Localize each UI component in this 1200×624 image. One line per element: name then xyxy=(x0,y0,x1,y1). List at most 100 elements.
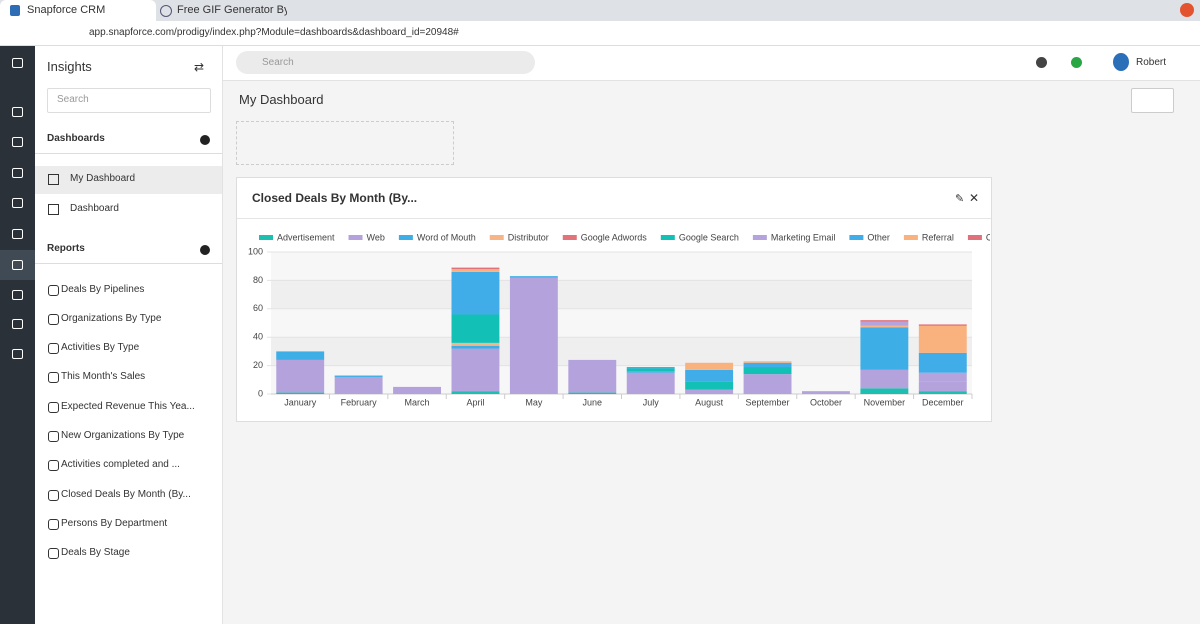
add-dashboard[interactable] xyxy=(200,135,210,145)
report-link[interactable]: Activities completed and ... xyxy=(61,459,180,471)
divider xyxy=(35,153,222,154)
bar-segment xyxy=(334,376,383,394)
legend-swatch xyxy=(660,235,675,240)
bar-segment xyxy=(276,351,325,360)
bar-segment xyxy=(860,388,909,394)
legend-label: Distributor xyxy=(508,232,549,242)
tab-bar xyxy=(0,0,1200,21)
bar-segment xyxy=(743,374,792,394)
add-report[interactable] xyxy=(200,245,210,255)
report-icon xyxy=(48,518,59,530)
nav-icon[interactable] xyxy=(12,198,23,208)
nav-icon[interactable] xyxy=(12,107,23,117)
legend-swatch xyxy=(752,235,767,240)
bar-segment xyxy=(685,362,734,370)
legend-label: Google Search xyxy=(679,232,739,242)
x-tick-label: June xyxy=(583,397,603,407)
nav-icon[interactable] xyxy=(12,290,23,300)
bar-segment xyxy=(334,375,383,377)
url[interactable]: app.snapforce.com/prodigy/index.php?Modu… xyxy=(89,27,459,38)
y-tick-label: 0 xyxy=(258,388,263,398)
report-icon xyxy=(48,313,59,325)
report-link[interactable]: Activities By Type xyxy=(61,342,140,354)
report-link[interactable]: Persons By Department xyxy=(61,517,168,529)
sidebar-search[interactable] xyxy=(47,88,211,113)
nav-icon[interactable] xyxy=(12,137,23,147)
bar-segment xyxy=(626,367,675,369)
bar-segment xyxy=(393,386,441,394)
report-link[interactable]: This Month's Sales xyxy=(61,371,146,383)
help-icon[interactable] xyxy=(1036,57,1047,68)
grid-band xyxy=(271,252,972,281)
drop-zone xyxy=(236,121,454,165)
legend-swatch xyxy=(967,235,982,240)
close-window[interactable] xyxy=(1180,3,1194,17)
report-link[interactable]: Deals By Stage xyxy=(61,547,130,559)
grid-band xyxy=(271,337,972,366)
nav-icon[interactable] xyxy=(12,168,23,178)
dashboard-link[interactable]: My Dashboard xyxy=(70,173,136,184)
report-link[interactable]: Expected Revenue This Yea... xyxy=(61,400,195,412)
global-search[interactable] xyxy=(236,51,535,74)
report-link[interactable]: New Organizations By Type xyxy=(61,430,185,441)
settings-button[interactable] xyxy=(1131,88,1174,113)
report-icon xyxy=(48,343,59,355)
bar-segment xyxy=(743,367,792,375)
legend-swatch xyxy=(562,235,577,240)
tab[interactable] xyxy=(0,0,156,21)
legend-swatch xyxy=(398,235,413,240)
bar-segment xyxy=(626,368,675,372)
nav-icon[interactable] xyxy=(12,349,23,359)
bar-segment xyxy=(918,325,967,353)
bar-segment xyxy=(451,342,500,346)
nav-icon[interactable] xyxy=(12,319,23,329)
x-tick-label: March xyxy=(405,397,430,407)
bar-segment xyxy=(451,267,500,270)
user-name[interactable]: Robert xyxy=(1136,57,1167,68)
x-tick-label: May xyxy=(525,397,543,407)
legend-label: Word of Mouth xyxy=(417,232,476,242)
bar-segment xyxy=(626,372,675,394)
x-tick-label: August xyxy=(695,397,724,407)
add-icon[interactable] xyxy=(1071,57,1082,68)
x-tick-label: January xyxy=(284,397,317,407)
dashboard-link[interactable]: Dashboard xyxy=(70,203,119,214)
legend-label: Google Adwords xyxy=(581,232,648,242)
tab-title[interactable]: Snapforce CRM xyxy=(27,4,106,16)
close-icon[interactable]: ✕ xyxy=(969,191,980,205)
tab-icon xyxy=(160,5,172,17)
tab-icon xyxy=(10,5,20,16)
nav-icon[interactable] xyxy=(12,260,23,270)
nav-icon[interactable] xyxy=(12,58,23,68)
bar-segment xyxy=(743,362,792,368)
bar-segment xyxy=(509,276,558,278)
bar-segment xyxy=(568,392,617,394)
report-icon xyxy=(48,401,59,413)
bar-segment xyxy=(685,389,734,394)
nav-icon[interactable] xyxy=(12,229,23,239)
y-tick-label: 40 xyxy=(253,332,263,342)
bar-segment xyxy=(918,381,967,392)
nav-active xyxy=(0,250,35,280)
bar-segment xyxy=(918,391,967,394)
report-link[interactable]: Closed Deals By Month (By... xyxy=(61,488,191,500)
report-icon xyxy=(48,460,59,472)
swap-icon[interactable]: ⇄ xyxy=(194,60,205,74)
bar-segment xyxy=(918,352,967,373)
avatar[interactable] xyxy=(1113,53,1129,71)
divider xyxy=(35,263,222,264)
bar-segment xyxy=(685,381,734,390)
x-tick-label: July xyxy=(643,397,660,407)
legend-swatch xyxy=(903,235,918,240)
x-tick-label: September xyxy=(746,397,790,407)
y-tick-label: 80 xyxy=(253,275,263,285)
report-link[interactable]: Deals By Pipelines xyxy=(61,283,145,295)
nav-rail xyxy=(0,46,35,624)
edit-icon[interactable]: ✎ xyxy=(955,193,965,205)
bar-segment xyxy=(860,321,909,326)
tab-title[interactable]: Free GIF Generator By Sna xyxy=(177,4,287,16)
bar-segment xyxy=(451,269,500,272)
bar-segment xyxy=(626,371,675,373)
report-link[interactable]: Organizations By Type xyxy=(61,312,162,324)
